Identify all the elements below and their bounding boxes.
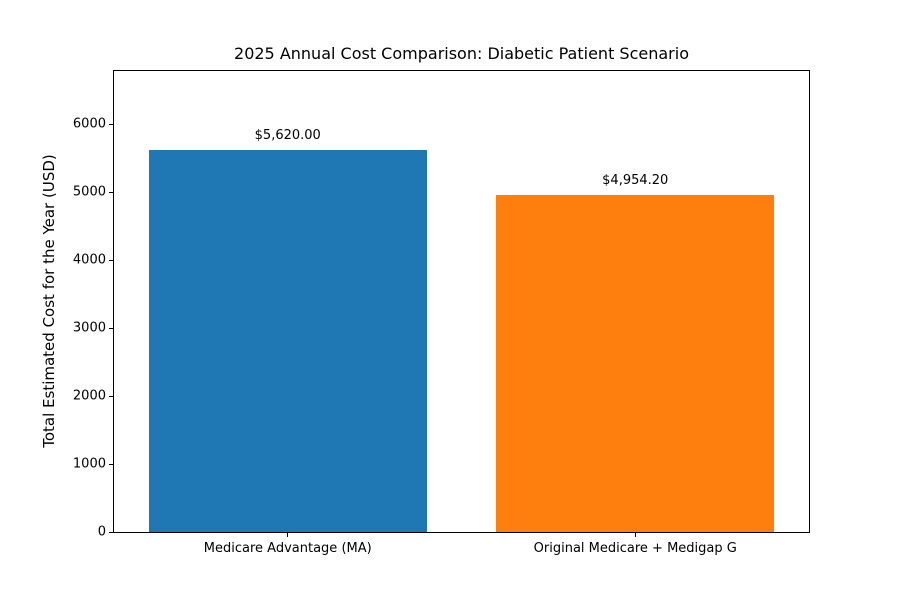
bar-value-label: $5,620.00 bbox=[254, 127, 321, 143]
y-axis-label: Total Estimated Cost for the Year (USD) bbox=[40, 154, 58, 448]
y-tick-label: 2000 bbox=[72, 388, 106, 404]
chart-title: 2025 Annual Cost Comparison: Diabetic Pa… bbox=[234, 44, 689, 63]
x-tick-label: Medicare Advantage (MA) bbox=[203, 541, 372, 556]
y-tick-label: 0 bbox=[97, 524, 106, 540]
x-tick-label: Original Medicare + Medigap G bbox=[533, 541, 737, 556]
bar bbox=[496, 195, 775, 532]
bar-value-label: $4,954.20 bbox=[602, 173, 669, 189]
x-tick-mark bbox=[634, 533, 636, 537]
y-tick-label: 5000 bbox=[72, 184, 106, 200]
y-tick-label: 4000 bbox=[72, 252, 106, 268]
y-tick-mark bbox=[109, 396, 113, 397]
y-tick-mark bbox=[109, 124, 113, 126]
y-tick-mark bbox=[109, 464, 113, 465]
y-tick-mark bbox=[109, 328, 113, 330]
y-tick-label: 6000 bbox=[72, 116, 106, 132]
x-tick-mark bbox=[287, 533, 289, 537]
plot-area: 0 1000 2000 3000 4000 5000 6000 $5,620.00 Medica… bbox=[73, 70, 810, 556]
y-tick-label: 3000 bbox=[72, 320, 106, 336]
y-tick-mark bbox=[109, 192, 113, 194]
y-tick-label: 1000 bbox=[72, 456, 106, 472]
bar bbox=[148, 149, 427, 532]
y-tick-mark bbox=[109, 532, 113, 533]
y-tick-mark bbox=[109, 260, 113, 262]
